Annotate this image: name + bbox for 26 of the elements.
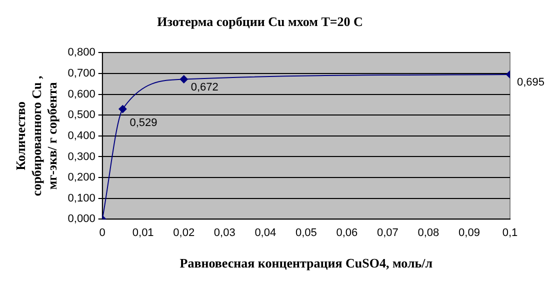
x-tick-label: 0,01 — [132, 226, 154, 239]
y-tick-label: 0,000 — [68, 213, 96, 226]
y-tick-label: 0,200 — [68, 172, 96, 184]
x-tick-label: 0,05 — [295, 226, 317, 239]
x-tick-label: 0,1 — [502, 226, 518, 239]
x-tick-label: 0,09 — [458, 226, 480, 239]
x-tick-label: 0,07 — [376, 226, 398, 239]
y-axis-title: Количество сорбированного Cu , мг-экв/ г сорбента — [13, 76, 60, 196]
x-tick-label: 0,04 — [254, 226, 276, 239]
x-tick-label: 0,06 — [336, 226, 358, 239]
data-label: 0,695 — [517, 76, 545, 88]
x-tick-label: 0 — [99, 226, 106, 239]
y-tick-label: 0,600 — [68, 88, 96, 100]
y-tick-label: 0,300 — [68, 150, 96, 163]
x-tick-label: 0,08 — [418, 226, 440, 239]
x-tick-label: 0,02 — [173, 226, 195, 239]
data-label: 0,529 — [130, 117, 158, 130]
y-tick-label: 0,100 — [68, 192, 96, 204]
chart-title: Изотерма сорбции Cu мхом T=20 C — [157, 14, 363, 30]
x-tick-label: 0,03 — [214, 226, 236, 239]
y-tick-label: 0,700 — [68, 67, 96, 80]
data-label: 0,672 — [190, 81, 218, 94]
y-tick-label: 0,800 — [68, 46, 96, 59]
y-tick-label: 0,500 — [68, 109, 96, 122]
y-tick-label: 0,400 — [68, 130, 96, 142]
x-axis-title: Равновесная концентрация CuSO4, моль/л — [180, 256, 433, 271]
